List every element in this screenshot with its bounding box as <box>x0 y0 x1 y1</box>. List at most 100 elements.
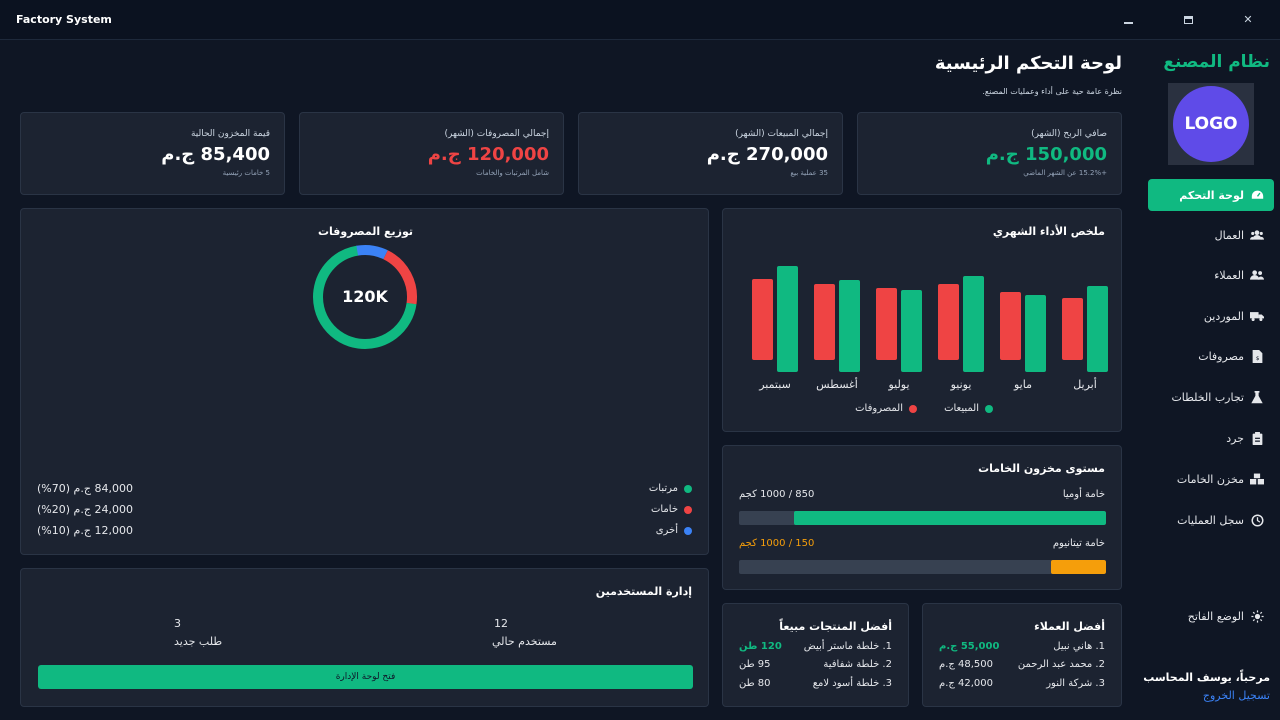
kpi-value: 270,000 ج.م <box>706 144 828 165</box>
inventory-levels-card: مستوى مخزون الخامات خامة أوميا 850 / 100… <box>722 445 1122 590</box>
top-product-value: 80 طن <box>739 678 771 689</box>
kpi-label: صافي الربح (الشهر) <box>1031 129 1107 139</box>
bar-expenses-3 <box>876 288 897 360</box>
x-tick-label: يوليو <box>887 378 909 391</box>
sidebar-item-clients[interactable]: العملاء <box>1148 259 1274 291</box>
invoice-icon: $ <box>1250 349 1264 363</box>
sidebar-item-workers[interactable]: العمال <box>1148 219 1274 251</box>
inventory-progress-fill <box>1050 560 1106 574</box>
bar-sales-2 <box>963 276 984 372</box>
maximize-icon <box>1183 16 1193 24</box>
bar-expenses-0 <box>1062 298 1083 360</box>
expense-legend-materials: خامات <box>651 504 692 515</box>
legend-label-sales: المبيعات <box>944 403 979 414</box>
sidebar-item-label: مصروفات <box>1198 349 1244 363</box>
bar-sales-0 <box>1087 286 1108 372</box>
bar-sales-5 <box>777 266 798 372</box>
kpi-card-inventory-value: قيمة المخزون الحالية 85,400 ج.م 5 خامات … <box>20 112 285 195</box>
expense-amount: 12,000 ج.م (10%) <box>37 524 133 537</box>
top-product-name: 1. خلطة ماستر أبيض <box>803 641 892 652</box>
x-tick-label: أبريل <box>1073 377 1097 391</box>
new-requests-label: طلب جديد <box>174 635 223 648</box>
minimize-icon <box>1123 22 1133 24</box>
sidebar-item-mix-trials[interactable]: تجارب الخلطات <box>1148 381 1274 413</box>
window-title: Factory System <box>16 13 112 26</box>
sidebar-item-suppliers[interactable]: الموردين <box>1148 300 1274 332</box>
bar-sales-1 <box>1025 295 1046 372</box>
expense-distribution-card: توزيع المصروفات 120K مرتبات 84,000 ج.م (… <box>20 208 709 555</box>
sidebar-item-expenses[interactable]: مصروفات $ <box>1148 340 1274 372</box>
kpi-subtext: 35 عملية بيع <box>790 169 828 177</box>
kpi-subtext: 5 خامات رئيسية <box>222 169 270 177</box>
x-tick-label: يونيو <box>950 378 972 391</box>
legend-label-expenses: المصروفات <box>855 403 903 414</box>
kpi-label: إجمالي المبيعات (الشهر) <box>735 129 828 139</box>
legend-dot-expenses <box>909 404 917 413</box>
legend-dot-materials <box>684 505 692 514</box>
expense-legend-other: أخرى <box>656 525 692 536</box>
close-button[interactable]: ✕ <box>1243 13 1253 26</box>
theme-toggle[interactable]: الوضع الفاتح <box>1148 600 1274 632</box>
legend-label: خامات <box>650 504 678 515</box>
legend-expenses: المصروفات <box>855 403 917 414</box>
logout-link[interactable]: تسجيل الخروج <box>1202 689 1270 702</box>
theme-toggle-label: الوضع الفاتح <box>1187 609 1244 623</box>
bar-expenses-5 <box>752 279 773 360</box>
user-management-title: إدارة المستخدمين <box>595 585 692 598</box>
sidebar-item-label: تجارب الخلطات <box>1171 390 1244 404</box>
top-clients-card: أفضل العملاء 1. هاني نبيل 55,000 ج.م 2. … <box>922 603 1122 707</box>
top-client-value: 42,000 ج.م <box>939 678 994 689</box>
top-clients-title: أفضل العملاء <box>1034 620 1105 633</box>
expense-legend-salaries: مرتبات <box>649 483 692 494</box>
history-icon <box>1250 513 1264 527</box>
top-product-value: 95 طن <box>739 659 771 670</box>
inventory-progress-bar <box>739 511 1106 525</box>
donut-slice-1 <box>313 245 417 349</box>
flask-icon <box>1250 390 1264 404</box>
sidebar-item-label: العملاء <box>1214 268 1244 282</box>
bar-expenses-2 <box>938 284 959 360</box>
kpi-value: 150,000 ج.م <box>985 144 1107 165</box>
minimize-button[interactable] <box>1118 12 1138 28</box>
sidebar-item-history[interactable]: سجل العمليات <box>1148 504 1274 536</box>
brand-title: نظام المصنع <box>1163 52 1270 72</box>
current-users-count: 12 <box>494 617 508 630</box>
kpi-label: إجمالي المصروفات (الشهر) <box>444 129 549 139</box>
sidebar-item-dashboard[interactable]: لوحة التحكم <box>1148 179 1274 211</box>
legend-dot-sales <box>985 404 993 413</box>
maximize-button[interactable] <box>1178 12 1198 28</box>
bar-expenses-1 <box>1000 292 1021 360</box>
bar-sales-4 <box>839 280 860 372</box>
sidebar-item-label: جرد <box>1226 431 1244 445</box>
top-client-value: 48,500 ج.م <box>939 659 994 670</box>
kpi-subtext: +15.2% عن الشهر الماضي <box>1023 169 1107 177</box>
top-client-name: 1. هاني نبيل <box>1053 641 1105 652</box>
sun-icon <box>1250 609 1264 623</box>
expense-amount: 84,000 ج.م (70%) <box>37 482 133 495</box>
sidebar-item-warehouse[interactable]: مخزن الخامات <box>1148 463 1274 495</box>
sidebar-item-label: الموردين <box>1203 309 1244 323</box>
bar-expenses-4 <box>814 284 835 360</box>
sidebar-item-stocktake[interactable]: جرد <box>1148 422 1274 454</box>
current-users-label: مستخدم حالي <box>492 635 557 648</box>
legend-label: مرتبات <box>648 483 678 494</box>
kpi-value: 85,400 ج.م <box>161 144 270 165</box>
top-client-name: 2. محمد عبد الرحمن <box>1017 659 1105 670</box>
user-management-card: إدارة المستخدمين 12 مستخدم حالي 3 طلب جد… <box>20 568 709 707</box>
truck-icon <box>1250 309 1264 323</box>
inventory-item-name: خامة تيتانيوم <box>1052 538 1105 549</box>
kpi-card-sales: إجمالي المبيعات (الشهر) 270,000 ج.م 35 ع… <box>578 112 843 195</box>
inventory-item-qty: 150 / 1000 كجم <box>739 538 815 549</box>
dashboard-icon <box>1250 188 1264 202</box>
inventory-item-name: خامة أوميا <box>1062 489 1105 500</box>
welcome-message: مرحباً، يوسف المحاسب <box>1143 671 1270 684</box>
kpi-subtext: شامل المرتبات والخامات <box>476 169 549 177</box>
monthly-performance-card: ملخص الأداء الشهري أبريل مايو يونيو يوليو أغ… <box>722 208 1122 432</box>
open-admin-panel-button[interactable]: فتح لوحة الإدارة <box>38 665 693 689</box>
new-requests-count: 3 <box>174 617 181 630</box>
inventory-progress-bar <box>739 560 1106 574</box>
donut-slice-0 <box>313 245 417 349</box>
sidebar-item-label: مخزن الخامات <box>1176 472 1244 486</box>
kpi-label: قيمة المخزون الحالية <box>190 129 270 139</box>
inventory-progress-fill <box>794 511 1106 525</box>
